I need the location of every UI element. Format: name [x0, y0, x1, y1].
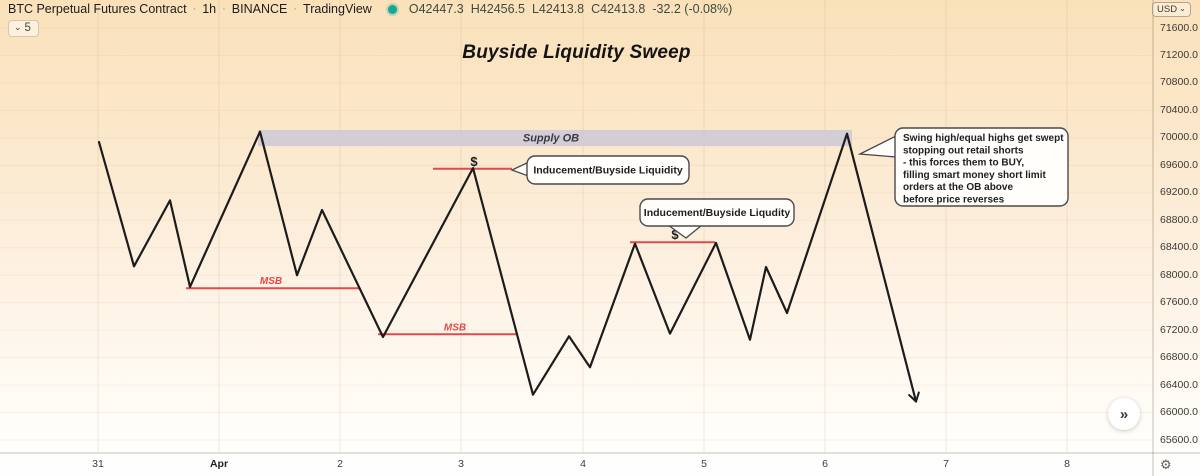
- price-tick-label: 70800.0: [1160, 76, 1198, 89]
- price-tick-label: 67600.0: [1160, 296, 1198, 309]
- chevron-down-icon: ⌄: [1179, 4, 1186, 13]
- supply-ob-label: Supply OB: [523, 132, 579, 144]
- candles-dropdown[interactable]: ⌄ 5: [8, 20, 39, 37]
- high-value: H42456.5: [470, 2, 525, 16]
- price-tick-label: 69600.0: [1160, 158, 1198, 171]
- msb-label: MSB: [260, 276, 282, 287]
- legend-separator: ·: [222, 3, 226, 15]
- currency-label: USD: [1157, 4, 1178, 15]
- time-tick-label: 31: [92, 458, 104, 470]
- supply-ob-band[interactable]: [258, 129, 852, 147]
- time-tick-label: Apr: [209, 458, 229, 470]
- close-value: C42413.8: [591, 2, 646, 16]
- price-tick-label: 70400.0: [1160, 103, 1198, 116]
- platform-label: TradingView: [303, 2, 372, 16]
- exchange-label[interactable]: BINANCE: [231, 2, 288, 16]
- callout-text-inducement-1: Inducement/Buyside Liquidity: [533, 165, 683, 177]
- price-tick-label: 65600.0: [1160, 433, 1198, 446]
- price-tick-label: 69200.0: [1160, 186, 1198, 199]
- callout-text-swing-high-note: Swing high/equal highs get swept stopping…: [903, 133, 1064, 206]
- time-tick-label: 6: [822, 458, 828, 470]
- time-tick-label: 4: [580, 458, 586, 470]
- candles-dropdown-value: 5: [24, 22, 31, 34]
- price-tick-label: 71600.0: [1160, 21, 1198, 34]
- price-tick-label: 66000.0: [1160, 406, 1198, 419]
- callout-box-inducement-1[interactable]: [526, 155, 690, 185]
- ohlc-values: O42447.3 H42456.5 L42413.8 C42413.8 -32.…: [409, 2, 732, 16]
- msb-label: MSB: [444, 322, 466, 333]
- symbol-title[interactable]: BTC Perpetual Futures Contract: [8, 2, 187, 16]
- price-tick-label: 68800.0: [1160, 213, 1198, 226]
- callout-box-swing-high-note[interactable]: [894, 127, 1069, 207]
- double-chevron-right-icon: »: [1119, 405, 1129, 423]
- currency-toggle-button[interactable]: USD ⌄: [1152, 2, 1191, 17]
- change-value: -32.2 (-0.08%): [652, 2, 733, 16]
- price-tick-label: 67200.0: [1160, 323, 1198, 336]
- chart-title-drawing[interactable]: Buyside Liquidity Sweep: [462, 42, 691, 63]
- axis-settings-gear-icon[interactable]: ⚙: [1160, 457, 1172, 472]
- price-tick-label: 70000.0: [1160, 131, 1198, 144]
- price-axis[interactable]: 71600.0 71200.0 70800.0 70400.0 70000.0 69600…: [1153, 0, 1200, 453]
- open-value: O42447.3: [408, 2, 464, 16]
- symbol-legend: BTC Perpetual Futures Contract · 1h · BI…: [8, 2, 732, 16]
- price-tick-label: 68000.0: [1160, 268, 1198, 281]
- callout-tail-swing-high-note: [857, 134, 897, 158]
- price-tick-label: 71200.0: [1160, 48, 1198, 61]
- interval-label[interactable]: 1h: [202, 2, 217, 16]
- price-line[interactable]: [97, 130, 920, 403]
- dollar-marker[interactable]: $: [470, 154, 478, 169]
- callout-text-inducement-2: Inducement/Buyside Liqudity: [644, 207, 791, 219]
- legend-separator: ·: [293, 3, 298, 15]
- dollar-marker[interactable]: $: [671, 227, 679, 242]
- price-tick-label: 66800.0: [1160, 351, 1198, 364]
- time-tick-label: 2: [337, 458, 343, 470]
- chevron-down-icon: ⌄: [14, 21, 22, 32]
- market-status-icon: [387, 4, 397, 14]
- time-axis[interactable]: 31 Apr 2 3 4 5 6 7 8: [0, 453, 1200, 476]
- time-tick-label: 5: [701, 458, 707, 470]
- price-tick-label: 68400.0: [1160, 241, 1198, 254]
- price-tick-label: 66400.0: [1160, 378, 1198, 391]
- expand-panel-button[interactable]: »: [1108, 398, 1140, 430]
- time-tick-label: 7: [943, 458, 949, 470]
- time-tick-label: 8: [1064, 458, 1070, 470]
- time-tick-label: 3: [458, 458, 464, 470]
- legend-separator: ·: [192, 3, 197, 15]
- callout-box-inducement-2[interactable]: [639, 198, 795, 227]
- low-value: L42413.8: [531, 2, 585, 16]
